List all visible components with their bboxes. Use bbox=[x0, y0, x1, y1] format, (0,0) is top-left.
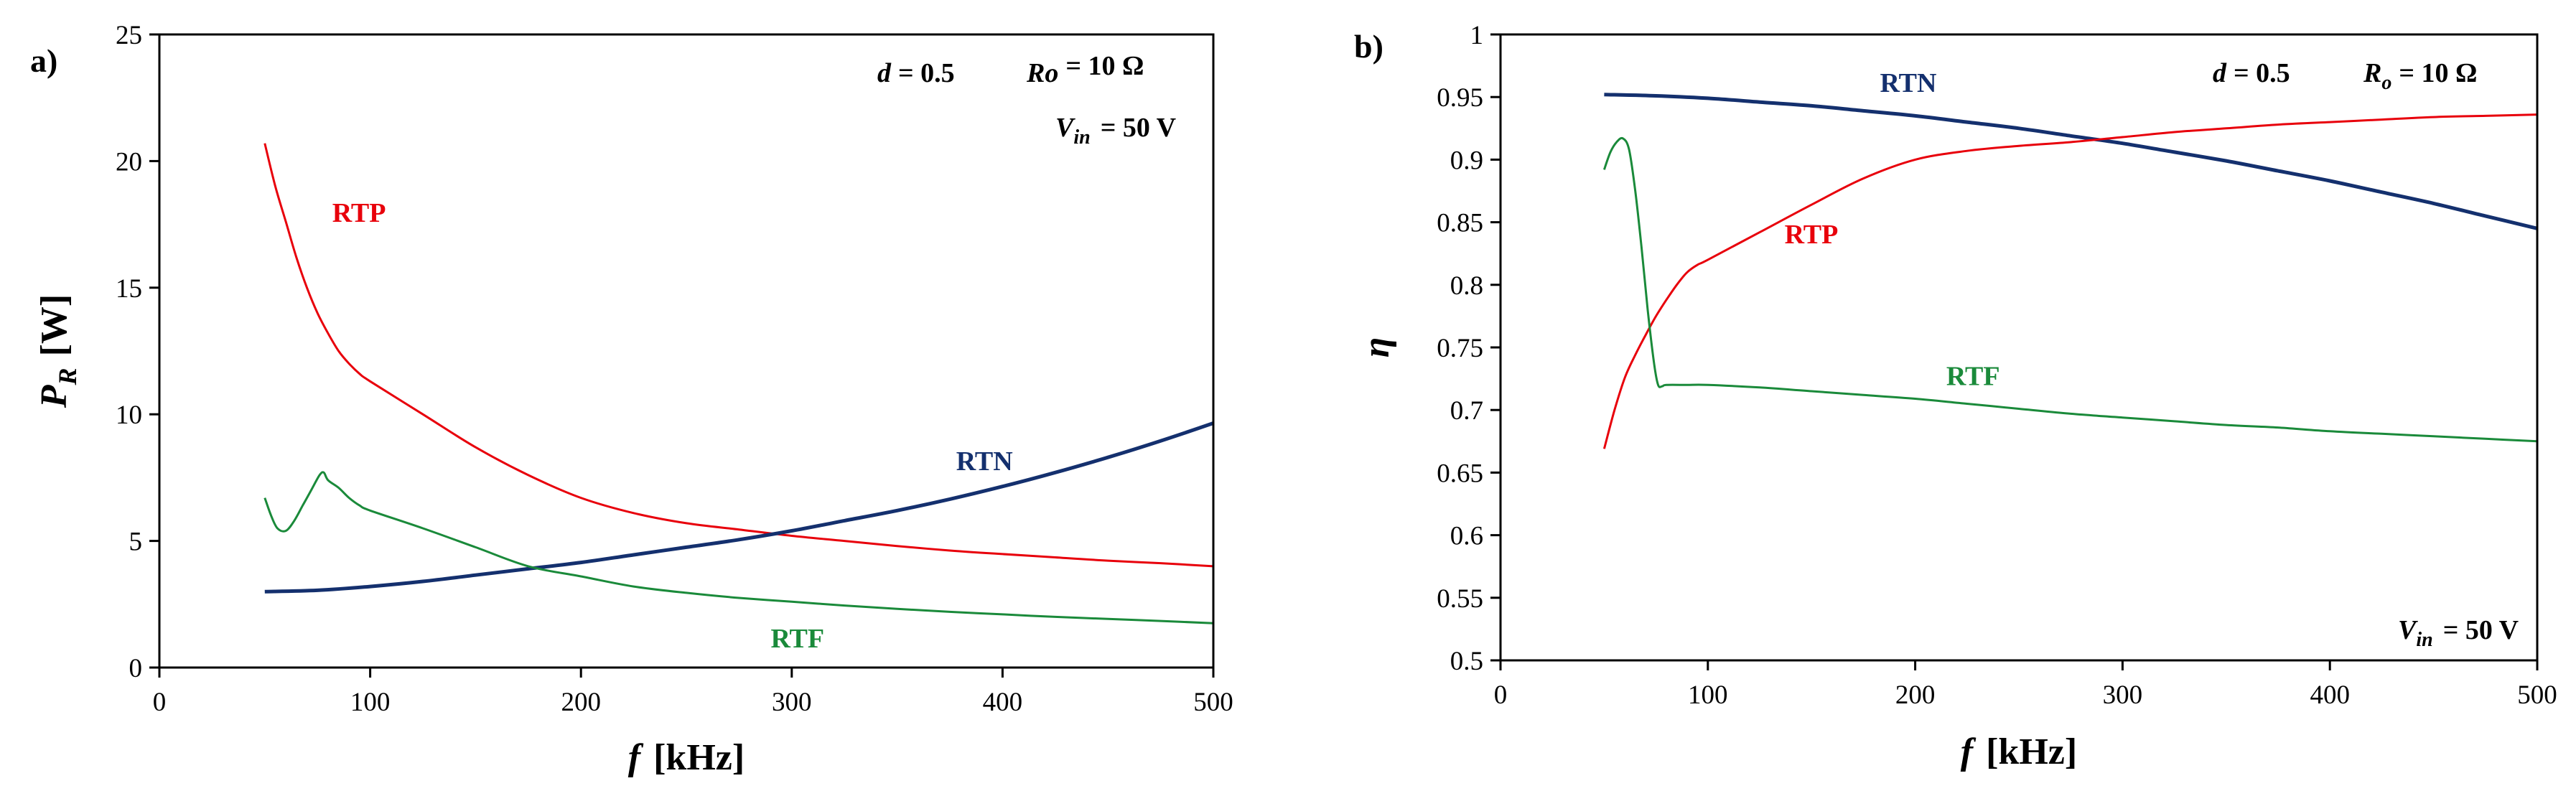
x-axis-ticks: 0 100 200 300 400 500 bbox=[1494, 660, 2557, 710]
series-label-rtf: RTF bbox=[1946, 361, 2000, 391]
x-tick-label: 200 bbox=[561, 688, 601, 717]
x-tick-label: 100 bbox=[1688, 680, 1728, 710]
annotation-ro-value: = 10 Ω bbox=[1065, 51, 1144, 81]
annotation-ro-var: R bbox=[2363, 58, 2381, 88]
series-lines bbox=[1602, 93, 2538, 449]
x-tick-label: 400 bbox=[2310, 680, 2350, 710]
y-axis-title-var: P bbox=[34, 384, 75, 408]
annotation-d-value: = 0.5 bbox=[2234, 58, 2290, 88]
y-tick-label: 0.8 bbox=[1450, 271, 1483, 301]
series-line-rtf bbox=[263, 471, 1214, 624]
y-tick-label: 0.75 bbox=[1437, 334, 1483, 363]
series-label-rtn: RTN bbox=[1880, 68, 1937, 98]
y-tick-label: 0.5 bbox=[1450, 647, 1483, 676]
series-line-rtf bbox=[1602, 136, 2538, 443]
y-axis-title: η bbox=[1356, 337, 1397, 358]
plot-frame bbox=[158, 33, 1215, 669]
series-line-rtp bbox=[1602, 113, 2538, 449]
series-line-rtn bbox=[264, 421, 1214, 594]
y-tick-label: 0.7 bbox=[1450, 396, 1483, 426]
plot-frame bbox=[1499, 33, 2539, 662]
panel-a: a) 0 5 10 15 20 25 0 100 200 300 400 500 RTP RTN RTF… bbox=[30, 21, 1233, 778]
y-axis-ticks: 0 5 10 15 20 25 bbox=[116, 21, 159, 683]
x-tick-label: 300 bbox=[772, 688, 812, 717]
x-axis-title: f [kHz] bbox=[1961, 731, 2077, 772]
y-axis-title-sub: R bbox=[53, 368, 82, 385]
x-axis-ticks: 0 100 200 300 400 500 bbox=[153, 668, 1233, 717]
annotation-vin: Vin = 50 V bbox=[2398, 615, 2519, 651]
x-tick-label: 500 bbox=[1193, 688, 1233, 717]
x-axis-title: f [kHz] bbox=[628, 737, 745, 778]
x-tick-label: 200 bbox=[1895, 680, 1936, 710]
annotation-d: d = 0.5 bbox=[877, 58, 955, 88]
annotation-vin-var: V bbox=[2398, 615, 2418, 645]
annotation-vin-value: = 50 V bbox=[2443, 615, 2519, 645]
y-tick-label: 5 bbox=[129, 528, 143, 557]
y-axis-title-unit: [W] bbox=[34, 294, 75, 357]
annotation-ro-sub: o bbox=[2381, 72, 2391, 94]
y-tick-label: 1 bbox=[1470, 21, 1484, 50]
annotation-d-value: = 0.5 bbox=[898, 58, 955, 88]
series-labels: RTN RTP RTF bbox=[1785, 68, 2000, 391]
x-tick-label: 100 bbox=[350, 688, 391, 717]
x-axis-title-unit: [kHz] bbox=[1986, 731, 2077, 772]
x-tick-label: 500 bbox=[2517, 680, 2557, 710]
y-tick-label: 10 bbox=[116, 401, 142, 430]
x-axis-title-unit: [kHz] bbox=[653, 737, 745, 778]
annotation-ro: Ro = 10 Ω bbox=[1026, 51, 1144, 88]
x-tick-label: 0 bbox=[153, 688, 167, 717]
annotation-d-var: d bbox=[877, 58, 892, 88]
y-tick-label: 15 bbox=[116, 274, 142, 304]
series-line-rtp bbox=[263, 143, 1214, 568]
series-label-rtp: RTP bbox=[332, 198, 386, 228]
y-tick-label: 0.9 bbox=[1450, 146, 1483, 175]
y-tick-label: 0 bbox=[129, 654, 143, 683]
y-axis-title-var: η bbox=[1356, 337, 1397, 358]
annotation-vin-sub: in bbox=[2416, 629, 2432, 651]
annotation-vin-sub: in bbox=[1073, 126, 1090, 149]
y-tick-label: 0.55 bbox=[1437, 584, 1483, 614]
y-tick-label: 20 bbox=[116, 147, 142, 177]
series-lines bbox=[263, 143, 1214, 624]
y-tick-label: 25 bbox=[116, 21, 142, 50]
series-label-rtp: RTP bbox=[1785, 220, 1839, 250]
x-axis-title-var: f bbox=[628, 737, 644, 778]
annotation-d: d = 0.5 bbox=[2213, 58, 2290, 88]
annotation-ro-var: Ro bbox=[1026, 58, 1058, 88]
x-tick-label: 400 bbox=[983, 688, 1023, 717]
series-line-rtn bbox=[1604, 93, 2538, 230]
y-tick-label: 0.85 bbox=[1437, 209, 1483, 238]
y-tick-label: 0.95 bbox=[1437, 83, 1483, 113]
annotation-d-var: d bbox=[2213, 58, 2227, 88]
series-labels: RTP RTN RTF bbox=[332, 198, 1013, 654]
x-tick-label: 0 bbox=[1494, 680, 1508, 710]
y-axis-title: PR [W] bbox=[34, 294, 82, 408]
y-tick-label: 0.6 bbox=[1450, 522, 1483, 551]
panel-label: a) bbox=[30, 42, 57, 79]
y-tick-label: 0.65 bbox=[1437, 459, 1483, 488]
x-axis-title-var: f bbox=[1961, 731, 1977, 772]
annotation-vin-var: V bbox=[1055, 113, 1075, 143]
annotation-ro-value: = 10 Ω bbox=[2399, 58, 2477, 88]
series-label-rtn: RTN bbox=[956, 446, 1013, 477]
panel-label: b) bbox=[1354, 28, 1383, 65]
annotation-vin: Vin = 50 V bbox=[1055, 113, 1177, 149]
annotation-vin-value: = 50 V bbox=[1101, 113, 1177, 143]
series-label-rtf: RTF bbox=[770, 624, 824, 654]
panel-b: b) 0.50.550.60.650.70.750.80.850.90.951 … bbox=[1354, 21, 2557, 772]
x-tick-label: 300 bbox=[2103, 680, 2143, 710]
y-axis-ticks: 0.5 0.55 0.6 0.65 0.7 0.75 0.8 0.85 0.9 0.95 1 bbox=[1437, 21, 1501, 676]
annotation-ro: Ro = 10 Ω bbox=[2363, 58, 2477, 94]
